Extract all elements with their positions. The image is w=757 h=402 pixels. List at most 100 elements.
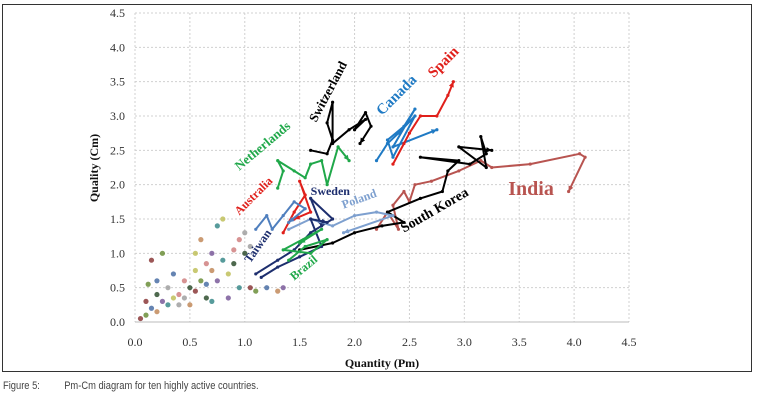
series-point-south-korea xyxy=(479,135,483,139)
background-point xyxy=(170,295,177,301)
background-point xyxy=(192,250,198,256)
background-point xyxy=(159,250,166,256)
series-point-spain xyxy=(418,114,423,118)
grid xyxy=(134,12,630,323)
series-point-brazil xyxy=(281,248,285,252)
x-tick-label: 1.0 xyxy=(237,335,252,349)
background-point xyxy=(143,298,149,304)
series-point-canada xyxy=(413,114,417,118)
series-point-poland xyxy=(391,213,395,218)
arrowhead-poland xyxy=(343,228,350,234)
series-point-brazil xyxy=(325,238,329,242)
series-label-india: India xyxy=(508,178,554,200)
background-point xyxy=(170,271,177,277)
series-point-australia-trail xyxy=(303,207,307,211)
background-point xyxy=(253,288,259,294)
background-point xyxy=(209,250,215,256)
series-point-netherlands xyxy=(325,183,329,187)
series-point-india xyxy=(457,169,461,173)
series-point-australia-trail xyxy=(265,213,269,218)
background-point xyxy=(181,295,187,301)
series-point-india xyxy=(374,227,379,231)
series-point-australia xyxy=(298,179,302,183)
series-point-south-korea xyxy=(418,196,423,200)
series-point-switzerland xyxy=(369,124,373,128)
series-point-netherlands xyxy=(309,162,313,166)
background-point xyxy=(181,278,187,284)
series-point-sweden xyxy=(276,258,280,262)
series-point-india xyxy=(402,189,406,194)
background-point xyxy=(225,295,231,301)
background-point xyxy=(220,257,226,263)
series-point-taiwan xyxy=(259,275,263,279)
background-point xyxy=(220,216,226,222)
y-tick-label: 0.5 xyxy=(110,281,125,295)
arrowhead-netherlands xyxy=(343,154,350,161)
background-point xyxy=(148,305,155,311)
series-point-india xyxy=(396,227,401,231)
background-point xyxy=(192,288,198,294)
series-line-netherlands xyxy=(276,145,350,189)
series-label-switzerland: Switzerland xyxy=(306,58,351,124)
caption-label: Figure 5: xyxy=(3,380,40,392)
background-point xyxy=(236,285,242,291)
series-point-netherlands xyxy=(281,169,285,173)
series-point-australia-trail xyxy=(292,200,296,204)
series-point-poland xyxy=(331,224,335,228)
series-point-south-korea xyxy=(380,224,384,228)
series-point-switzerland xyxy=(363,110,368,115)
y-tick-label: 3.0 xyxy=(110,109,125,123)
arrowhead-spain xyxy=(448,81,454,88)
arrowhead-australia xyxy=(294,214,301,220)
series-point-netherlands xyxy=(292,169,296,173)
caption-text: Pm-Cm diagram for ten highly active coun… xyxy=(64,380,259,392)
series-point-canada xyxy=(374,159,379,163)
background-point xyxy=(159,298,166,304)
series-point-brazil xyxy=(309,251,313,255)
x-axis-label: Quantity (Pm) xyxy=(345,356,419,370)
background-point xyxy=(242,230,248,236)
series-point-australia xyxy=(292,210,296,214)
series-point-australia xyxy=(281,231,285,235)
background-points xyxy=(137,216,286,322)
background-point xyxy=(154,278,160,284)
series-label-sweden: Sweden xyxy=(311,184,351,198)
series-point-india xyxy=(583,155,587,159)
series-point-poland xyxy=(287,227,291,231)
background-point xyxy=(275,288,281,294)
background-point xyxy=(203,261,209,267)
series-point-south-korea xyxy=(440,189,444,194)
background-point xyxy=(154,309,160,315)
series-point-australia-trail xyxy=(254,227,258,231)
series-point-south-korea xyxy=(490,148,494,152)
series-point-taiwan xyxy=(276,265,280,269)
background-point xyxy=(176,302,182,308)
series-point-south-korea xyxy=(457,145,461,149)
series-line-taiwan xyxy=(260,218,328,279)
series-point-india xyxy=(479,159,483,163)
series-point-south-korea xyxy=(352,231,357,235)
series-point-australia xyxy=(303,193,307,197)
series-point-india xyxy=(391,203,395,207)
y-tick-label: 1.0 xyxy=(110,246,125,260)
series-point-spain xyxy=(407,131,412,135)
series-point-switzerland xyxy=(331,100,335,104)
series-point-south-korea xyxy=(484,165,488,170)
series-point-brazil xyxy=(287,258,291,262)
x-tick-label: 3.0 xyxy=(457,335,472,349)
series-point-netherlands xyxy=(276,186,280,190)
series-point-canada xyxy=(391,145,395,149)
series-line-canada xyxy=(375,108,438,162)
series-point-switzerland xyxy=(352,128,357,132)
series-point-poland xyxy=(374,210,379,214)
series-point-spain xyxy=(391,162,395,166)
series-label-australia: Australia xyxy=(232,174,276,218)
series-point-sweden xyxy=(309,231,313,235)
x-tick-label: 4.5 xyxy=(622,335,637,349)
series-point-sweden xyxy=(309,196,313,200)
background-point xyxy=(192,267,198,274)
series-point-india xyxy=(413,183,417,187)
series-point-south-korea xyxy=(402,220,406,225)
x-tick-label: 0.0 xyxy=(128,335,143,349)
